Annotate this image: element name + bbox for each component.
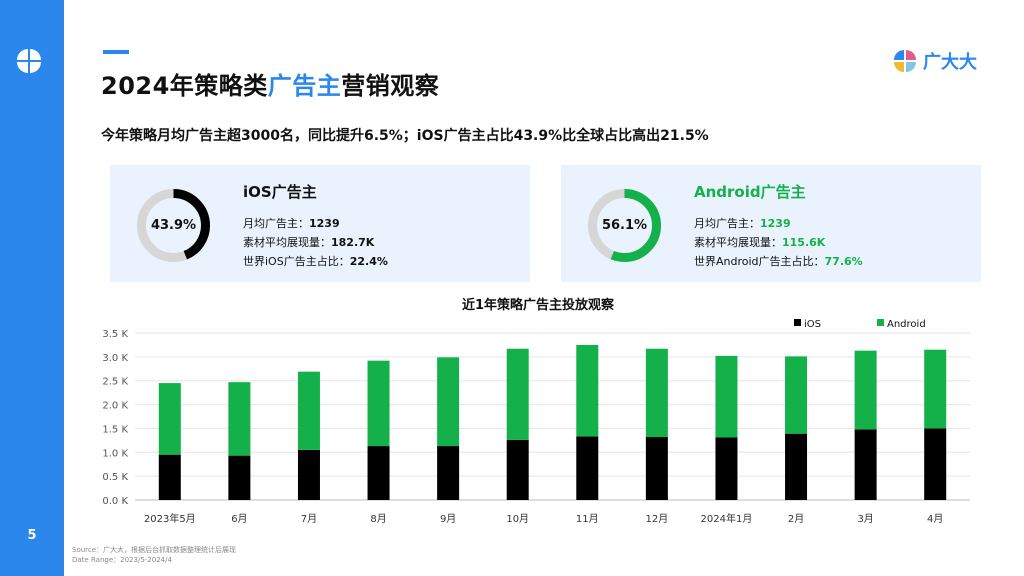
- brand-logo: 广大大: [893, 48, 977, 74]
- bar-android: [158, 383, 181, 455]
- title-suffix: 营销观察: [341, 72, 440, 100]
- x-tick-label: 12月: [646, 513, 669, 525]
- stat-value: 182.7K: [331, 236, 375, 249]
- bar-ios: [158, 454, 181, 500]
- android-stat-avg-impressions: 素材平均展现量：115.6K: [694, 233, 863, 252]
- ios-stat-avg-impressions: 素材平均展现量：182.7K: [243, 233, 388, 252]
- ios-percent-label: 43.9%: [150, 218, 197, 233]
- ios-card-title: iOS广告主: [243, 183, 317, 201]
- x-tick-label: 6月: [231, 513, 247, 525]
- bar-android: [854, 350, 877, 430]
- stat-label: 世界iOS广告主占比：: [243, 255, 350, 268]
- legend-ios-swatch: [794, 319, 801, 326]
- android-stats: 月均广告主：1239 素材平均展现量：115.6K 世界Android广告主占比…: [694, 214, 863, 271]
- android-stat-monthly-advertisers: 月均广告主：1239: [694, 214, 863, 233]
- x-tick-label: 8月: [370, 513, 386, 525]
- x-tick-label: 2024年1月: [701, 512, 753, 525]
- bar-android: [785, 356, 808, 434]
- x-tick-label: 2023年5月: [144, 512, 196, 525]
- y-tick-label: 1.0 K: [102, 448, 128, 459]
- ios-share-donut: [137, 189, 210, 262]
- y-tick-label: 0.0 K: [102, 496, 128, 507]
- bar-android: [645, 348, 668, 438]
- bar-ios: [367, 446, 390, 500]
- x-tick-label: 9月: [440, 513, 456, 525]
- bar-ios: [924, 428, 947, 500]
- summary-subtitle: 今年策略月均广告主超3000名，同比提升6.5%；iOS广告主占比43.9%比全…: [101, 128, 709, 144]
- brand-petal-icon: [894, 50, 916, 72]
- android-card-title: Android广告主: [694, 183, 806, 201]
- stat-value: 77.6%: [824, 255, 863, 268]
- ios-stat-world-share: 世界iOS广告主占比：22.4%: [243, 252, 388, 271]
- brand-name: 广大大: [923, 52, 977, 73]
- bar-ios: [854, 429, 877, 500]
- x-tick-label: 7月: [301, 513, 317, 525]
- stat-label: 月均广告主：: [243, 217, 309, 230]
- stat-label: 月均广告主：: [694, 217, 760, 230]
- brand-petal-icon: [17, 49, 41, 73]
- y-tick-label: 1.5 K: [102, 424, 128, 435]
- bar-ios: [506, 439, 529, 500]
- android-share-donut: [588, 189, 661, 262]
- page-title: 2024年策略类广告主营销观察: [101, 66, 439, 101]
- date-range-line: Date Range：2023/5-2024/4: [72, 556, 172, 564]
- x-tick-label: 11月: [576, 513, 599, 525]
- source-line: Source：广大大，根据后台抓取数据整理统计后展现: [72, 546, 237, 554]
- stat-value: 22.4%: [349, 255, 388, 268]
- y-tick-label: 3.0 K: [102, 353, 128, 364]
- bar-ios: [785, 433, 808, 500]
- stat-label: 素材平均展现量：: [694, 236, 782, 249]
- page-number: 5: [27, 528, 37, 543]
- ios-stats: 月均广告主：1239 素材平均展现量：182.7K 世界iOS广告主占比：22.…: [243, 214, 388, 271]
- bar-android: [506, 348, 529, 440]
- android-percent-label: 56.1%: [601, 218, 648, 233]
- legend-ios-label: iOS: [804, 319, 821, 330]
- title-accent-bar: [103, 50, 129, 54]
- bar-ios: [437, 446, 460, 500]
- bar-android: [924, 349, 947, 429]
- bar-ios: [576, 436, 599, 500]
- legend-android-swatch: [877, 319, 884, 326]
- x-tick-label: 3月: [857, 513, 873, 525]
- y-tick-label: 2.5 K: [102, 377, 128, 388]
- y-tick-label: 3.5 K: [102, 329, 128, 340]
- x-tick-label: 10月: [506, 513, 529, 525]
- bar-android: [437, 357, 460, 447]
- ios-advertiser-card: 43.9% iOS广告主 月均广告主：1239 素材平均展现量：182.7K 世…: [110, 165, 530, 282]
- android-stat-world-share: 世界Android广告主占比：77.6%: [694, 252, 863, 271]
- x-tick-label: 4月: [927, 513, 943, 525]
- bar-ios: [228, 455, 251, 500]
- stat-label: 素材平均展现量：: [243, 236, 331, 249]
- stat-label: 世界Android广告主占比：: [694, 255, 825, 268]
- side-bar: 5: [0, 0, 64, 576]
- bar-ios: [297, 449, 320, 500]
- stat-value: 1239: [760, 217, 791, 230]
- bar-android: [367, 360, 390, 447]
- chart-title: 近1年策略广告主投放观察: [462, 297, 615, 313]
- y-tick-label: 2.0 K: [102, 401, 128, 412]
- bar-android: [297, 371, 320, 450]
- y-tick-label: 0.5 K: [102, 472, 128, 483]
- legend-android-label: Android: [887, 319, 926, 330]
- stat-value: 1239: [309, 217, 340, 230]
- title-highlight: 广告主: [267, 72, 342, 100]
- x-tick-label: 2月: [788, 513, 804, 525]
- source-note: Source：广大大，根据后台抓取数据整理统计后展现 Date Range：20…: [72, 545, 236, 565]
- ios-stat-monthly-advertisers: 月均广告主：1239: [243, 214, 388, 233]
- bar-android: [576, 344, 599, 437]
- stat-value: 115.6K: [782, 236, 826, 249]
- android-advertiser-card: 56.1% Android广告主 月均广告主：1239 素材平均展现量：115.…: [561, 165, 981, 282]
- title-prefix: 2024年策略类: [101, 72, 268, 100]
- bar-ios: [715, 437, 738, 500]
- bar-android: [715, 355, 738, 438]
- bar-android: [228, 382, 251, 456]
- bar-ios: [645, 437, 668, 500]
